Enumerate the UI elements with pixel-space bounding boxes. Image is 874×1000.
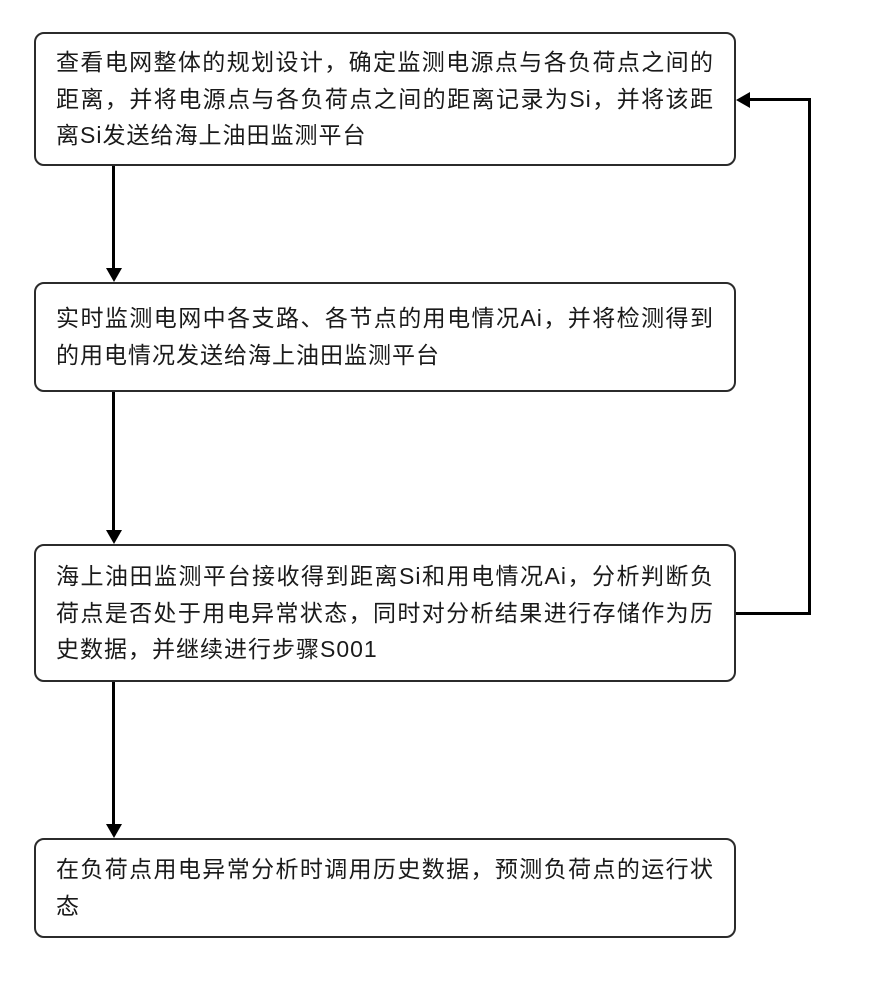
flow-node-2-text: 实时监测电网中各支路、各节点的用电情况Ai，并将检测得到的用电情况发送给海上油田… [56, 300, 714, 374]
edge-2-3-arrow [106, 530, 122, 544]
edge-feedback-arrow [736, 92, 750, 108]
edge-feedback-h1 [736, 612, 811, 615]
edge-2-3 [112, 392, 115, 530]
edge-1-2-arrow [106, 268, 122, 282]
edge-feedback-v [808, 98, 811, 615]
flowchart-container: 查看电网整体的规划设计，确定监测电源点与各负荷点之间的距离，并将电源点与各负荷点… [0, 0, 874, 1000]
edge-3-4 [112, 682, 115, 824]
flow-node-3: 海上油田监测平台接收得到距离Si和用电情况Ai，分析判断负荷点是否处于用电异常状… [34, 544, 736, 682]
flow-node-4-text: 在负荷点用电异常分析时调用历史数据，预测负荷点的运行状态 [56, 851, 714, 925]
flow-node-3-text: 海上油田监测平台接收得到距离Si和用电情况Ai，分析判断负荷点是否处于用电异常状… [56, 558, 714, 668]
edge-feedback-h2 [750, 98, 811, 101]
edge-1-2 [112, 166, 115, 268]
edge-3-4-arrow [106, 824, 122, 838]
flow-node-4: 在负荷点用电异常分析时调用历史数据，预测负荷点的运行状态 [34, 838, 736, 938]
flow-node-1: 查看电网整体的规划设计，确定监测电源点与各负荷点之间的距离，并将电源点与各负荷点… [34, 32, 736, 166]
flow-node-1-text: 查看电网整体的规划设计，确定监测电源点与各负荷点之间的距离，并将电源点与各负荷点… [56, 44, 714, 154]
flow-node-2: 实时监测电网中各支路、各节点的用电情况Ai，并将检测得到的用电情况发送给海上油田… [34, 282, 736, 392]
